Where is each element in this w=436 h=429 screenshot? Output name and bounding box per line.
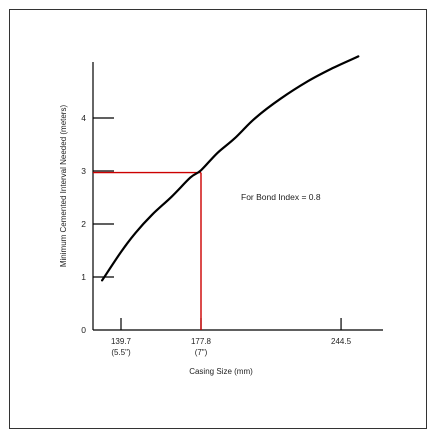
x-tick-label: 139.7 (111, 337, 132, 346)
x-tick-sublabel: (5.5") (111, 348, 131, 357)
y-tick-label: 4 (81, 113, 86, 123)
bond-index-annotation: For Bond Index = 0.8 (241, 192, 321, 202)
y-tick-label: 1 (81, 272, 86, 282)
y-tick-label: 0 (81, 325, 86, 335)
x-axis-title: Casing Size (mm) (189, 367, 253, 376)
x-ticks: 139.7 (5.5") 177.8 (7") 244.5 (111, 318, 352, 357)
y-tick-label: 3 (81, 166, 86, 176)
y-ticks: 0 1 2 3 4 (81, 113, 114, 335)
series-line (101, 55, 360, 282)
y-axis-title: Minimum Cemented Interval Needed (meters… (59, 105, 68, 268)
x-tick-label: 244.5 (331, 337, 352, 346)
x-tick-sublabel: (7") (195, 348, 208, 357)
x-tick-label: 177.8 (191, 337, 212, 346)
y-tick-label: 2 (81, 219, 86, 229)
chart-frame (9, 9, 427, 429)
